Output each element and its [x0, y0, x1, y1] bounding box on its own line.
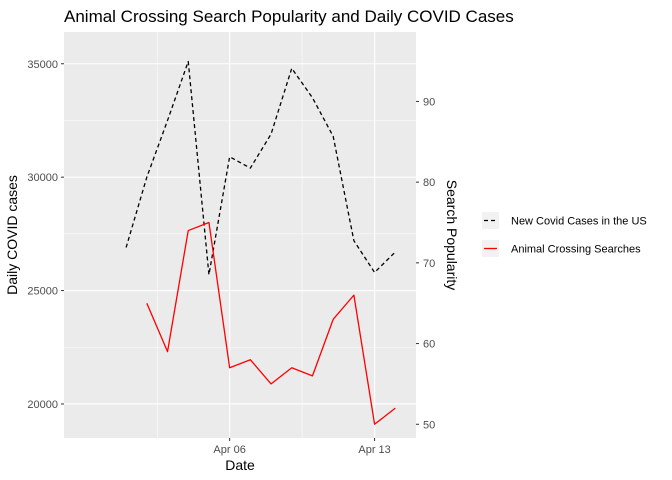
- legend-label-covid: New Covid Cases in the US: [511, 216, 647, 228]
- y-left-tick-label: 25000: [27, 286, 58, 298]
- y-left-tick-label: 35000: [27, 59, 58, 71]
- y-left-axis: 20000 25000 30000 35000: [27, 59, 64, 411]
- y-right-tick-label: 70: [423, 258, 435, 270]
- chart-title: Animal Crossing Search Popularity and Da…: [64, 7, 514, 26]
- series-layer: [125, 60, 396, 425]
- legend-key-bg-0: [482, 212, 499, 229]
- x-tick-label: Apr 06: [213, 444, 245, 456]
- series-line-animal-crossing: [146, 221, 396, 425]
- y-right-tick-label: 80: [423, 177, 435, 189]
- grid-major: [64, 32, 416, 438]
- grid-minor: [64, 32, 416, 438]
- y-right-axis: 50 60 70 80 90: [416, 96, 435, 431]
- y-left-tick-label: 20000: [27, 399, 58, 411]
- y-right-tick-label: 60: [423, 339, 435, 351]
- y-right-axis-title: Search Popularity: [444, 180, 460, 291]
- y-right-tick-label: 90: [423, 96, 435, 108]
- x-axis-title: Date: [225, 457, 255, 473]
- plot-panel: [64, 32, 416, 438]
- x-axis: Apr 06 Apr 13: [213, 438, 391, 456]
- y-left-axis-title: Daily COVID cases: [4, 175, 20, 295]
- y-left-tick-label: 30000: [27, 172, 58, 184]
- legend-label-animal-crossing: Animal Crossing Searches: [511, 244, 641, 256]
- legend: New Covid Cases in the US Animal Crossin…: [482, 212, 647, 257]
- x-tick-label: Apr 13: [358, 444, 390, 456]
- y-right-tick-label: 50: [423, 419, 435, 431]
